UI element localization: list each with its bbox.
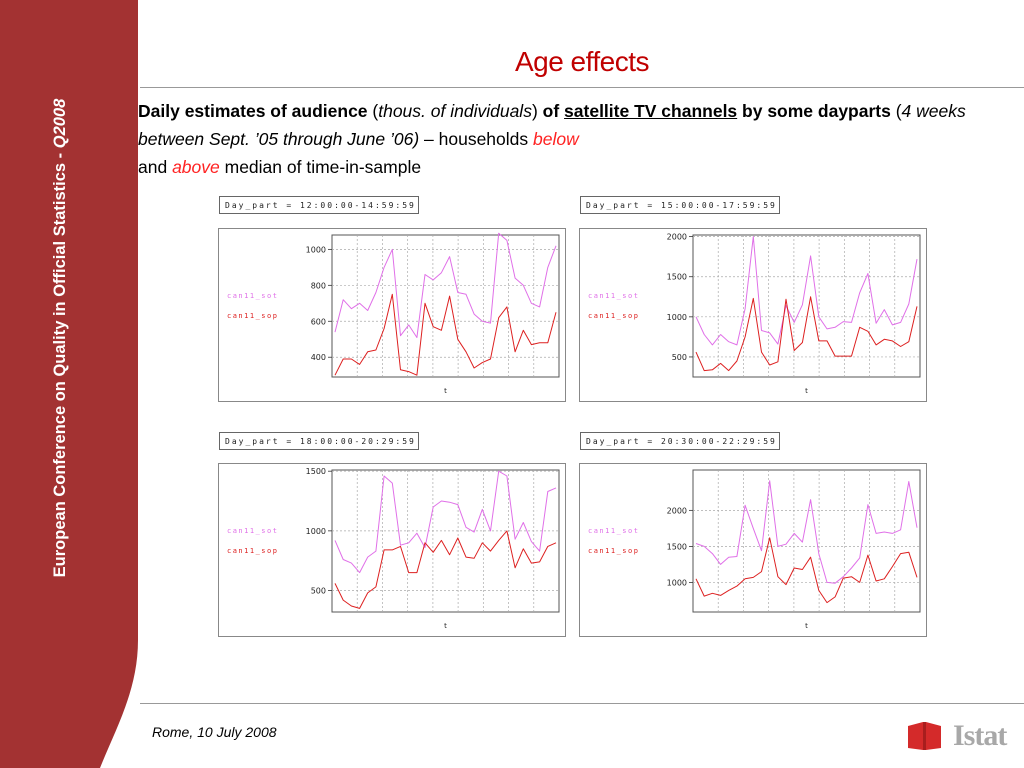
x-axis-label: t — [444, 622, 447, 630]
chart-svg: 1000 1500 2000 t can11_sot can11_sop — [588, 469, 921, 630]
subtitle-part-4: ) — [531, 101, 543, 121]
subtitle-part-7: by some dayparts — [737, 101, 896, 121]
plot-frame — [692, 469, 921, 613]
chart-svg: 500 1000 1500 2000 t can11_sot can11_sop — [588, 233, 921, 395]
sidebar-text-main: European Conference on Quality in Offici… — [51, 148, 69, 578]
sidebar-band — [0, 0, 138, 768]
y-tick-label: 1000 — [306, 527, 326, 536]
footer-date: Rome, 10 July 2008 — [152, 724, 277, 740]
x-axis-label: t — [444, 387, 447, 395]
y-tick-label: 600 — [311, 317, 326, 326]
chart-svg: 500 1000 1500 t can11_sot can11_sop — [227, 467, 560, 630]
chart-svg: 400 600 800 1000 t can11_sot can11_sop — [227, 232, 560, 395]
chart-panel-4: 1000 1500 2000 t can11_sot can11_sop — [579, 463, 927, 637]
plot-frame — [692, 234, 921, 378]
series-line-can11-sot — [334, 470, 557, 574]
subtitle-part-14: median of time-in-sample — [219, 157, 422, 177]
sidebar-conference-text: European Conference on Quality in Offici… — [47, 38, 73, 638]
plot-frame — [331, 234, 560, 378]
chart-panel-1: 400 600 800 1000 t can11_sot can11_sop — [218, 228, 566, 402]
subtitle-part-6: satellite TV channels — [564, 101, 738, 121]
subtitle-part-1: Daily estimates of audience — [138, 101, 373, 121]
sidebar-shape — [0, 0, 138, 768]
istat-logo-text: Istat — [953, 719, 1007, 752]
legend-label-can11-sop: can11_sop — [227, 547, 278, 555]
series-line-can11-sop — [334, 293, 557, 376]
page-title: Age effects — [514, 46, 650, 77]
series-line-can11-sot — [695, 236, 918, 346]
daypart-label-3: Day_part = 18:00:00-20:29:59 — [219, 432, 419, 450]
subtitle-part-13: above — [172, 157, 220, 177]
y-tick-label: 1500 — [306, 467, 326, 476]
y-tick-label: 2000 — [667, 233, 687, 242]
legend-label-can11-sot: can11_sot — [588, 292, 639, 300]
daypart-label-2: Day_part = 15:00:00-17:59:59 — [580, 196, 780, 214]
y-tick-label: 1500 — [667, 273, 687, 282]
subtitle-part-11: below — [533, 129, 579, 149]
y-tick-label: 400 — [311, 353, 326, 362]
subtitle-part-9: 4 weeks between Sept. ’05 through June ’… — [138, 101, 966, 149]
footer-divider — [140, 703, 1024, 704]
title-divider — [140, 87, 1024, 88]
x-axis-label: t — [805, 387, 808, 395]
subtitle-part-5: of — [542, 101, 565, 121]
legend-label-can11-sot: can11_sot — [227, 292, 278, 300]
sidebar-text-italic: Q2008 — [51, 98, 69, 149]
y-tick-label: 1000 — [306, 245, 326, 254]
subtitle-part-2: ( — [372, 101, 379, 121]
subtitle-part-3: thous. of individuals — [378, 101, 532, 121]
y-tick-label: 1000 — [667, 578, 687, 587]
subtitle-part-10: – households — [419, 129, 534, 149]
legend-label-can11-sot: can11_sot — [227, 527, 278, 535]
chart-panel-3: 500 1000 1500 t can11_sot can11_sop — [218, 463, 566, 637]
istat-logo-icon — [908, 722, 941, 750]
series-line-can11-sop — [334, 530, 557, 609]
y-tick-label: 500 — [672, 353, 687, 362]
series-line-can11-sot — [334, 232, 557, 338]
x-axis-label: t — [805, 622, 808, 630]
legend-label-can11-sot: can11_sot — [588, 527, 639, 535]
y-tick-label: 2000 — [667, 506, 687, 515]
y-tick-label: 500 — [311, 587, 326, 596]
y-tick-label: 800 — [311, 281, 326, 290]
daypart-label-1: Day_part = 12:00:00-14:59:59 — [219, 196, 419, 214]
legend-label-can11-sop: can11_sop — [227, 312, 278, 320]
legend-label-can11-sop: can11_sop — [588, 547, 639, 555]
daypart-label-4: Day_part = 20:30:00-22:29:59 — [580, 432, 780, 450]
chart-panel-2: 500 1000 1500 2000 t can11_sot can11_sop — [579, 228, 927, 402]
series-line-can11-sop — [695, 296, 918, 372]
legend-label-can11-sop: can11_sop — [588, 312, 639, 320]
y-tick-label: 1000 — [667, 313, 687, 322]
subtitle-part-8: ( — [895, 101, 902, 121]
series-line-can11-sop — [695, 537, 918, 604]
series-line-can11-sot — [695, 480, 918, 584]
y-tick-label: 1500 — [667, 542, 687, 551]
subtitle-part-12: and — [138, 157, 173, 177]
plot-frame — [331, 469, 560, 613]
slide-subtitle: Daily estimates of audience (thous. of i… — [138, 97, 1008, 181]
